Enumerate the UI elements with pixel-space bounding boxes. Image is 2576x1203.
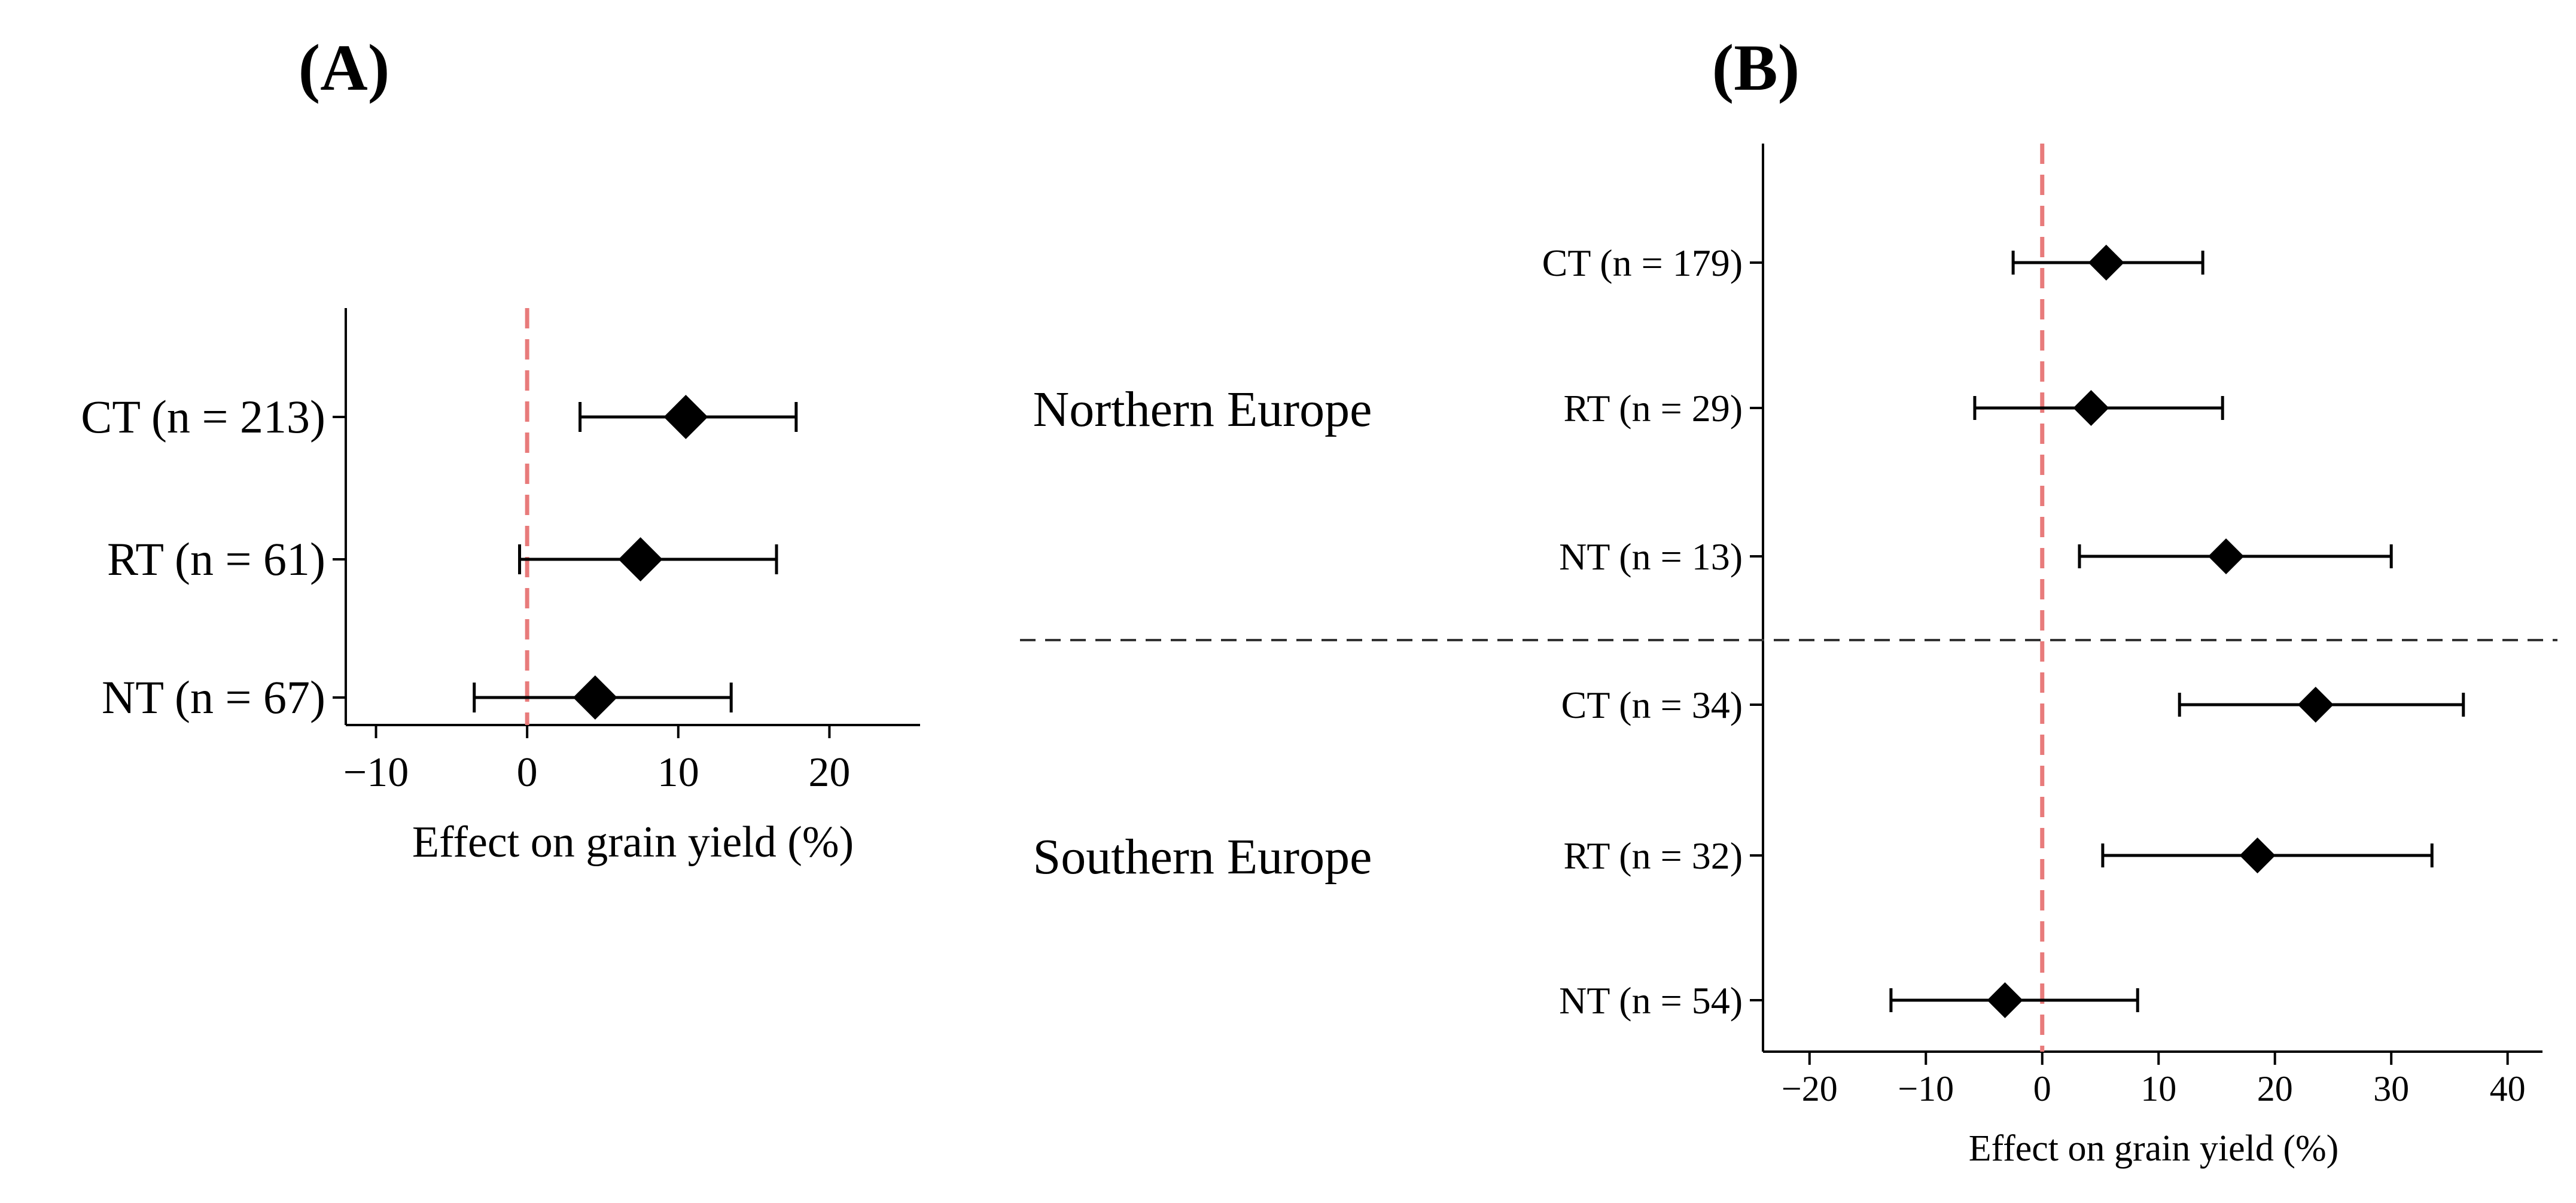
panel-b-x-tick-label: 20: [2257, 1069, 2293, 1108]
panel-b-x-tick-label: 10: [2140, 1069, 2176, 1108]
panel-b-x-tick-label: −10: [1898, 1069, 1954, 1108]
panel-b-estimate-diamond: [2239, 837, 2276, 873]
panel-b-row-label: NT (n = 54): [1559, 979, 1743, 1022]
panel-b-estimate-diamond: [2297, 687, 2334, 723]
panel-b-row-label: CT (n = 34): [1561, 684, 1743, 726]
panel-b-group-label: Northern Europe: [1033, 382, 1372, 437]
panel-b-group-label: Southern Europe: [1033, 829, 1372, 885]
panel-a-x-axis-label: Effect on grain yield (%): [412, 818, 854, 867]
panel-b-panel-label: (B): [1712, 31, 1800, 104]
panel-b-x-tick-label: 40: [2490, 1069, 2526, 1108]
panel-a-x-tick-label: 0: [517, 750, 538, 796]
panel-b-estimate-diamond: [1987, 982, 2023, 1018]
panel-b-row-label: RT (n = 32): [1564, 835, 1743, 877]
panel-a-row-label: NT (n = 67): [102, 671, 325, 723]
panel-a-row-label: RT (n = 61): [107, 533, 325, 585]
panel-b-x-axis-label: Effect on grain yield (%): [1969, 1128, 2339, 1169]
panel-b-x-tick-label: −20: [1782, 1069, 1838, 1108]
panel-a-estimate-diamond: [663, 395, 708, 439]
panel-a-x-tick-label: 10: [657, 750, 699, 796]
panel-a-row-label: CT (n = 213): [81, 391, 325, 443]
panel-b-estimate-diamond: [2208, 538, 2245, 574]
panel-b-x-tick-label: 30: [2373, 1069, 2409, 1108]
panel-b-estimate-diamond: [2088, 245, 2124, 281]
panel-b-row-label: RT (n = 29): [1564, 387, 1743, 430]
panel-b-estimate-diamond: [2073, 390, 2109, 426]
panel-b-x-tick-label: 0: [2033, 1069, 2051, 1108]
panel-b-row-label: CT (n = 179): [1542, 242, 1743, 284]
panel-a-x-tick-label: 20: [808, 750, 850, 796]
panel-a-estimate-diamond: [573, 675, 617, 720]
panel-a-estimate-diamond: [618, 537, 663, 581]
panel-b-row-label: NT (n = 13): [1559, 535, 1743, 578]
panel-a-x-tick-label: −10: [343, 750, 409, 796]
panel-a-panel-label: (A): [299, 31, 390, 104]
